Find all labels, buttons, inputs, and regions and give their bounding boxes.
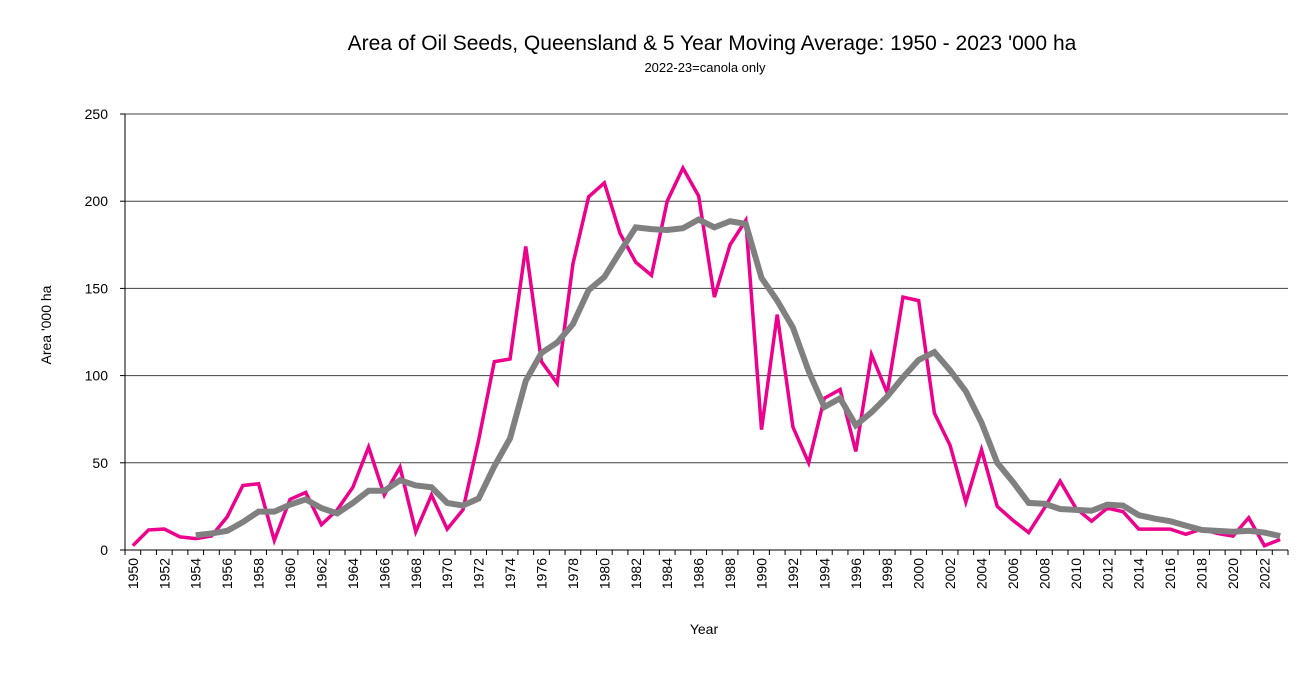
x-tick-label: 1998 xyxy=(879,558,895,589)
x-tick-label: 1962 xyxy=(313,558,329,589)
x-tick-label: 1982 xyxy=(628,558,644,589)
x-tick-label: 1976 xyxy=(533,558,549,589)
x-tick-label: 1964 xyxy=(345,558,361,589)
y-tick-label: 150 xyxy=(85,280,109,296)
x-tick-label: 2022 xyxy=(1256,558,1272,589)
x-tick-label: 2010 xyxy=(1068,558,1084,589)
x-tick-label: 2000 xyxy=(911,558,927,589)
x-tick-label: 2016 xyxy=(1162,558,1178,589)
x-tick-label: 1958 xyxy=(251,558,267,589)
x-tick-label: 1954 xyxy=(188,558,204,589)
series-group xyxy=(131,164,1281,548)
x-tick-label: 2012 xyxy=(1099,558,1115,589)
series-line-moving-average xyxy=(195,216,1281,539)
x-tick-label: 2006 xyxy=(1005,558,1021,589)
x-tick-label: 1956 xyxy=(219,558,235,589)
y-tick-label: 50 xyxy=(92,455,108,471)
x-tick-label: 1990 xyxy=(754,558,770,589)
x-tick-label: 1952 xyxy=(156,558,172,589)
x-tick-label: 1970 xyxy=(439,558,455,589)
x-tick-label: 1972 xyxy=(471,558,487,589)
y-axis: 0 50 100 150 200 250 xyxy=(85,106,126,558)
y-axis-label: Area '000 ha xyxy=(38,285,54,364)
x-tick-label: 2014 xyxy=(1131,558,1147,589)
x-tick-label: 1974 xyxy=(502,558,518,589)
x-tick-label: 1988 xyxy=(722,558,738,589)
x-tick-label: 2004 xyxy=(974,558,990,589)
x-tick-label: 2020 xyxy=(1225,558,1241,589)
x-tick-label: 1960 xyxy=(282,558,298,589)
x-tick-label: 1980 xyxy=(596,558,612,589)
x-tick-label: 1950 xyxy=(125,558,141,589)
y-tick-label: 250 xyxy=(85,106,109,122)
x-tick-label: 2002 xyxy=(942,558,958,589)
x-tick-label: 1966 xyxy=(376,558,392,589)
y-tick-label: 100 xyxy=(85,368,109,384)
y-tick-label: 0 xyxy=(100,542,108,558)
x-axis: 1950 1952 1954 1956 1958 1960 1962 1964 1966 1968… xyxy=(124,549,1289,589)
y-tick-label: 200 xyxy=(85,193,109,209)
gridlines xyxy=(125,113,1288,464)
x-tick-label: 1994 xyxy=(816,558,832,589)
x-tick-label: 2018 xyxy=(1194,558,1210,589)
x-tick-label: 1978 xyxy=(565,558,581,589)
series-line-area xyxy=(131,164,1281,548)
x-tick-label: 1996 xyxy=(848,558,864,589)
x-tick-label: 2008 xyxy=(1036,558,1052,589)
x-tick-label: 1984 xyxy=(659,558,675,589)
chart-subtitle: 2022-23=canola only xyxy=(644,60,766,75)
x-tick-label: 1968 xyxy=(408,558,424,589)
chart-title: Area of Oil Seeds, Queensland & 5 Year M… xyxy=(348,32,1077,55)
x-tick-label: 1992 xyxy=(785,558,801,589)
x-tick-label: 1986 xyxy=(691,558,707,589)
x-axis-label: Year xyxy=(690,621,719,637)
